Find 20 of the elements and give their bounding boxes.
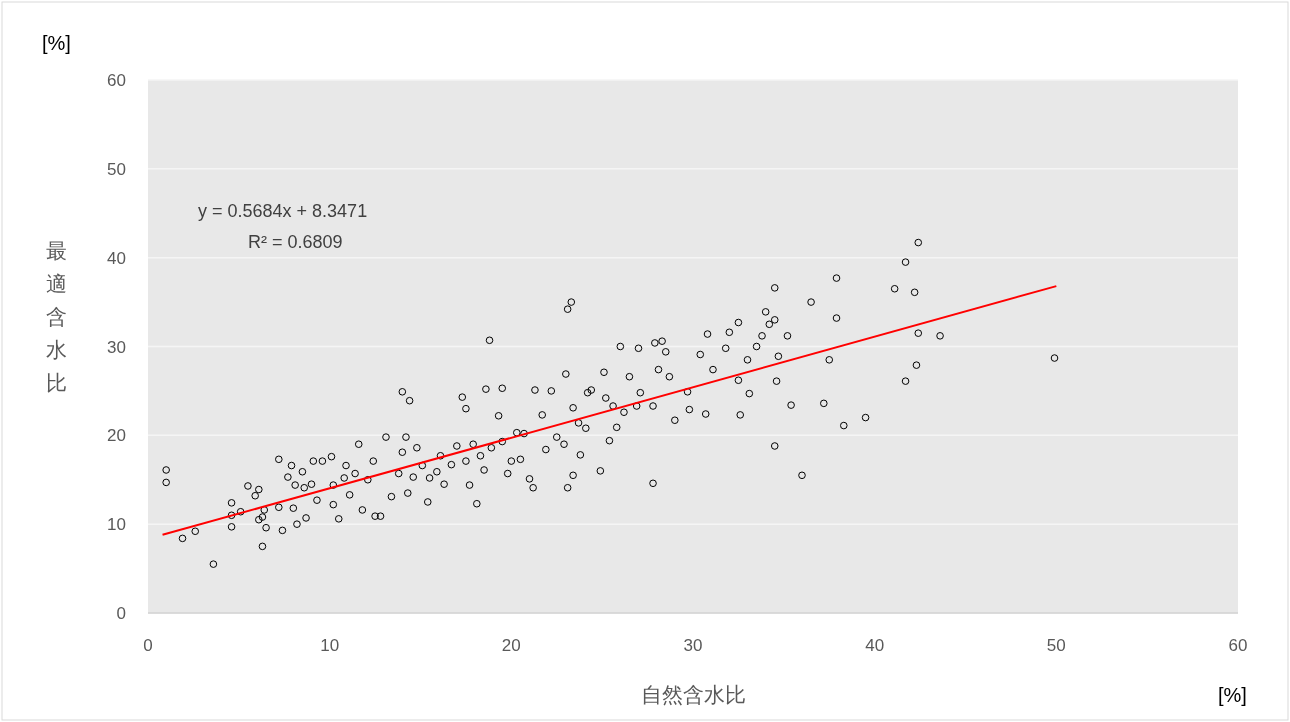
y-tick-label: 0 <box>116 604 126 623</box>
x-tick-label: 0 <box>143 636 153 655</box>
y-tick-label: 60 <box>107 71 126 90</box>
x-axis-title: 自然含水比 <box>640 683 746 706</box>
y-tick-label: 30 <box>107 337 126 357</box>
annotation: R² = 0.6809 <box>248 232 343 252</box>
y-tick-label: 50 <box>107 159 126 179</box>
x-tick-label: 50 <box>1046 636 1066 655</box>
x-tick-label: 40 <box>865 636 885 655</box>
annotation: y = 0.5684x + 8.3471 <box>198 201 368 221</box>
y-axis-title: 最適含水比 <box>45 239 67 394</box>
x-tick-label: 60 <box>1228 636 1248 655</box>
x-tick-label: 20 <box>501 636 521 655</box>
y-tick-label: 40 <box>107 248 126 268</box>
text: [%] <box>42 32 71 54</box>
y-tick-label: 10 <box>107 515 126 535</box>
text: [%] <box>1218 684 1247 706</box>
x-tick-label: 30 <box>683 636 703 655</box>
x-tick-label: 10 <box>320 636 340 655</box>
y-tick-label: 20 <box>107 426 126 446</box>
